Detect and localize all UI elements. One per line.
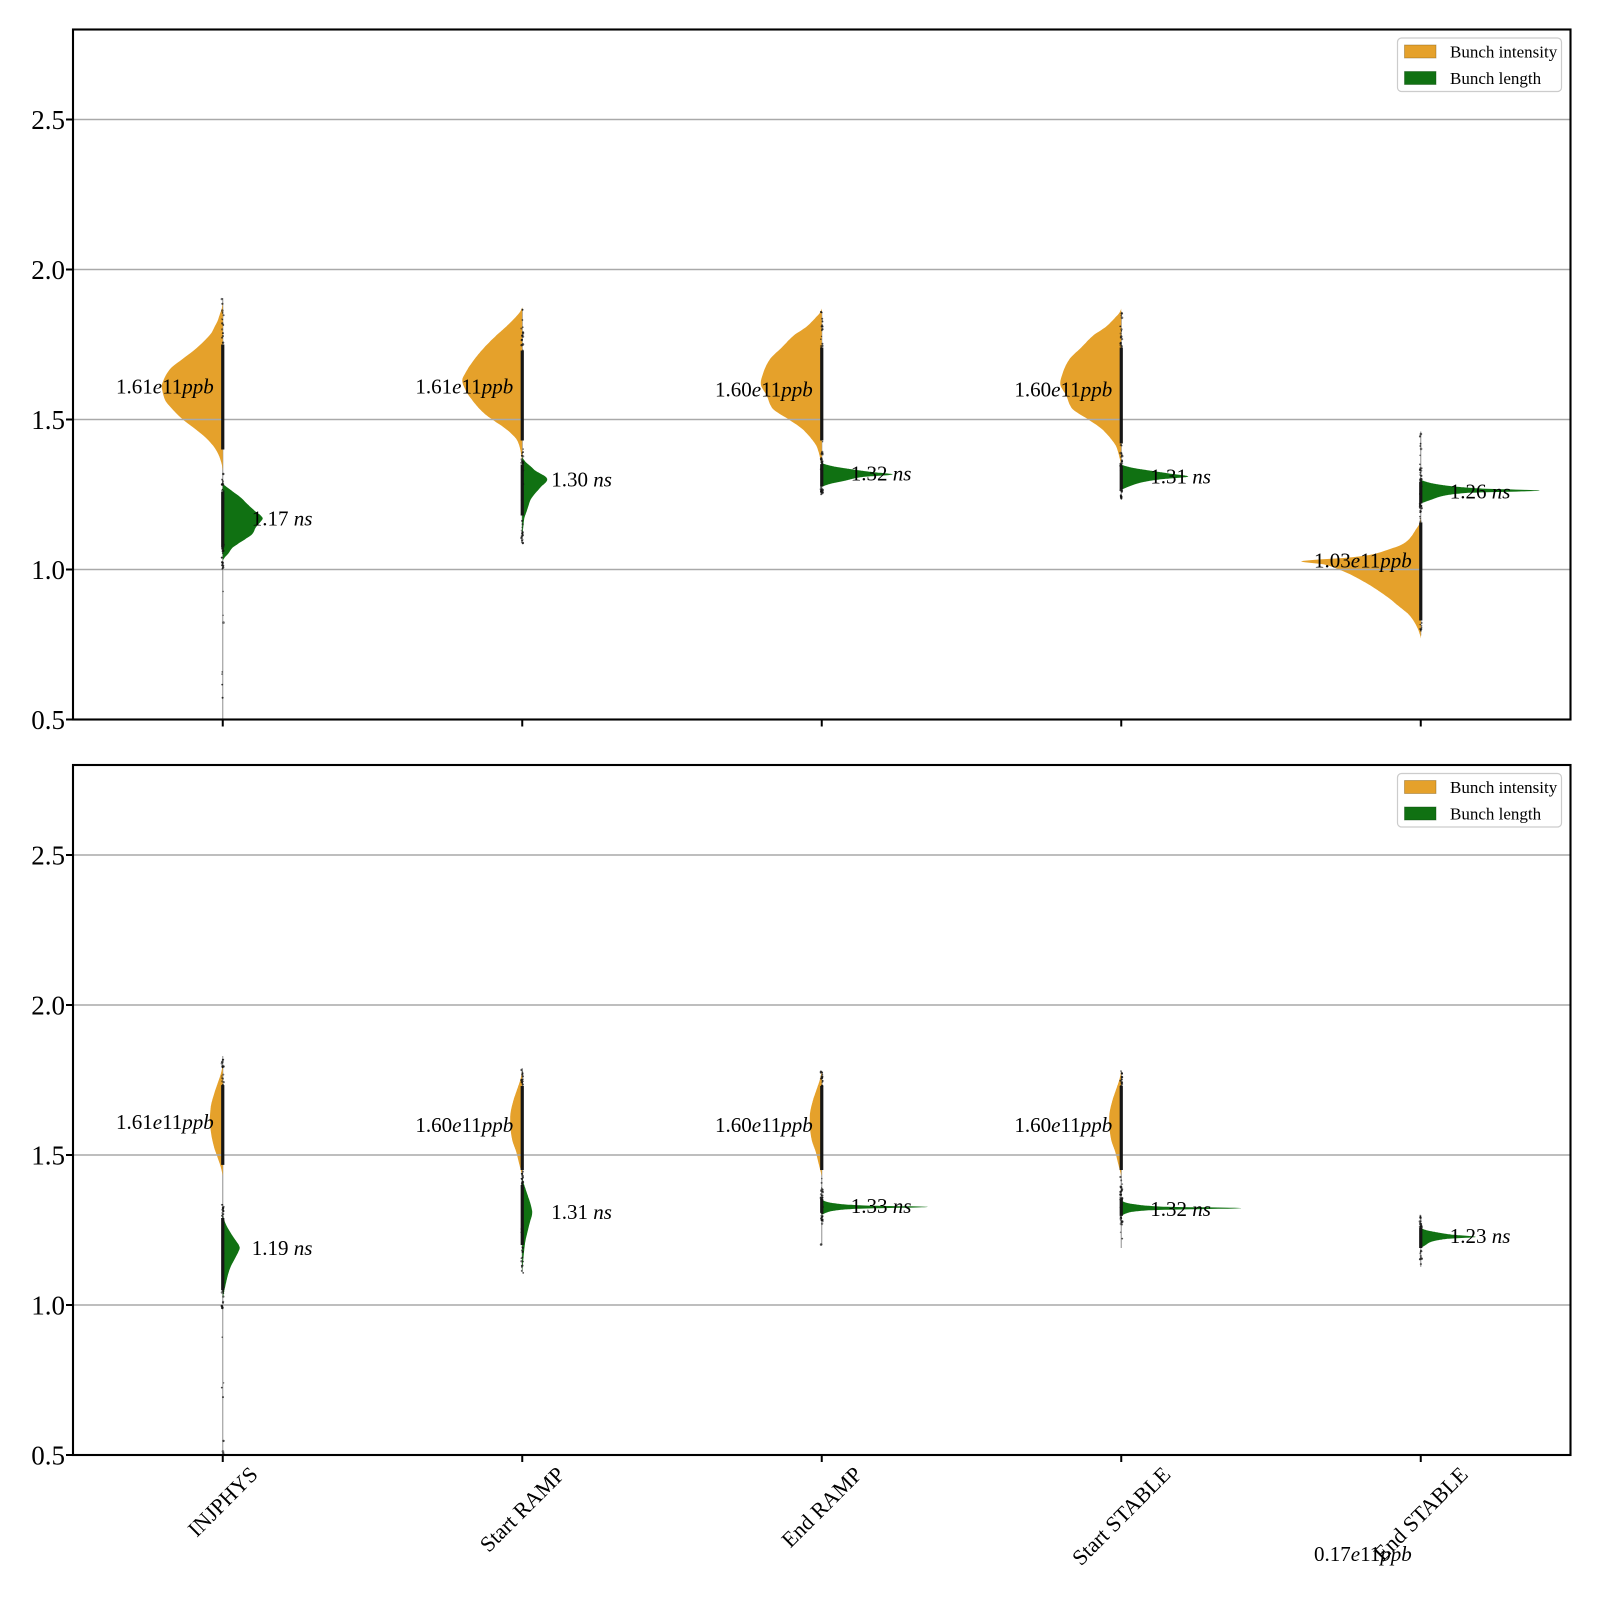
svg-text:1.5: 1.5	[31, 405, 65, 435]
svg-text:0.17e11ppb: 0.17e11ppb	[1314, 1542, 1412, 1566]
svg-text:1.32 ns: 1.32 ns	[851, 461, 912, 485]
svg-text:2.0: 2.0	[31, 990, 65, 1020]
svg-text:Bunch length: Bunch length	[1450, 69, 1542, 88]
svg-text:1.23 ns: 1.23 ns	[1450, 1224, 1511, 1248]
svg-text:Bunch intensity: Bunch intensity	[1450, 42, 1558, 61]
svg-text:2.5: 2.5	[31, 105, 65, 135]
svg-text:1.61e11ppb: 1.61e11ppb	[116, 1110, 214, 1134]
svg-text:1.60e11ppb: 1.60e11ppb	[715, 377, 813, 401]
svg-text:1.31 ns: 1.31 ns	[1150, 464, 1211, 488]
svg-text:1.5: 1.5	[31, 1140, 65, 1170]
svg-text:0.5: 0.5	[31, 705, 65, 735]
svg-text:0.5: 0.5	[31, 1440, 65, 1470]
svg-text:1.0: 1.0	[31, 1290, 65, 1320]
svg-text:1.60e11ppb: 1.60e11ppb	[415, 1113, 513, 1137]
svg-text:1.31 ns: 1.31 ns	[551, 1200, 612, 1224]
svg-text:1.61e11ppb: 1.61e11ppb	[116, 374, 214, 398]
svg-text:2.5: 2.5	[31, 840, 65, 870]
svg-text:1.03e11ppb: 1.03e11ppb	[1314, 548, 1412, 572]
svg-text:1.32 ns: 1.32 ns	[1150, 1197, 1211, 1221]
svg-text:1.60e11ppb: 1.60e11ppb	[715, 1113, 813, 1137]
svg-text:1.60e11ppb: 1.60e11ppb	[1014, 377, 1112, 401]
svg-text:1.19 ns: 1.19 ns	[252, 1236, 313, 1260]
svg-text:1.61e11ppb: 1.61e11ppb	[415, 374, 513, 398]
svg-text:1.0: 1.0	[31, 555, 65, 585]
svg-text:1.30 ns: 1.30 ns	[551, 467, 612, 491]
svg-text:2.0: 2.0	[31, 255, 65, 285]
svg-text:1.60e11ppb: 1.60e11ppb	[1014, 1113, 1112, 1137]
svg-text:1.33 ns: 1.33 ns	[851, 1194, 912, 1218]
svg-text:1.17 ns: 1.17 ns	[252, 506, 313, 530]
svg-text:1.26 ns: 1.26 ns	[1450, 479, 1511, 503]
svg-text:Bunch length: Bunch length	[1450, 804, 1542, 823]
svg-text:Bunch intensity: Bunch intensity	[1450, 778, 1558, 797]
